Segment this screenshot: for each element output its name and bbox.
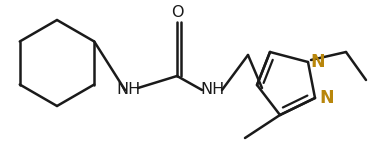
Text: N: N — [310, 53, 324, 71]
Text: NH: NH — [200, 82, 224, 97]
Text: N: N — [319, 89, 334, 107]
Text: O: O — [171, 5, 183, 20]
Text: NH: NH — [116, 82, 140, 97]
